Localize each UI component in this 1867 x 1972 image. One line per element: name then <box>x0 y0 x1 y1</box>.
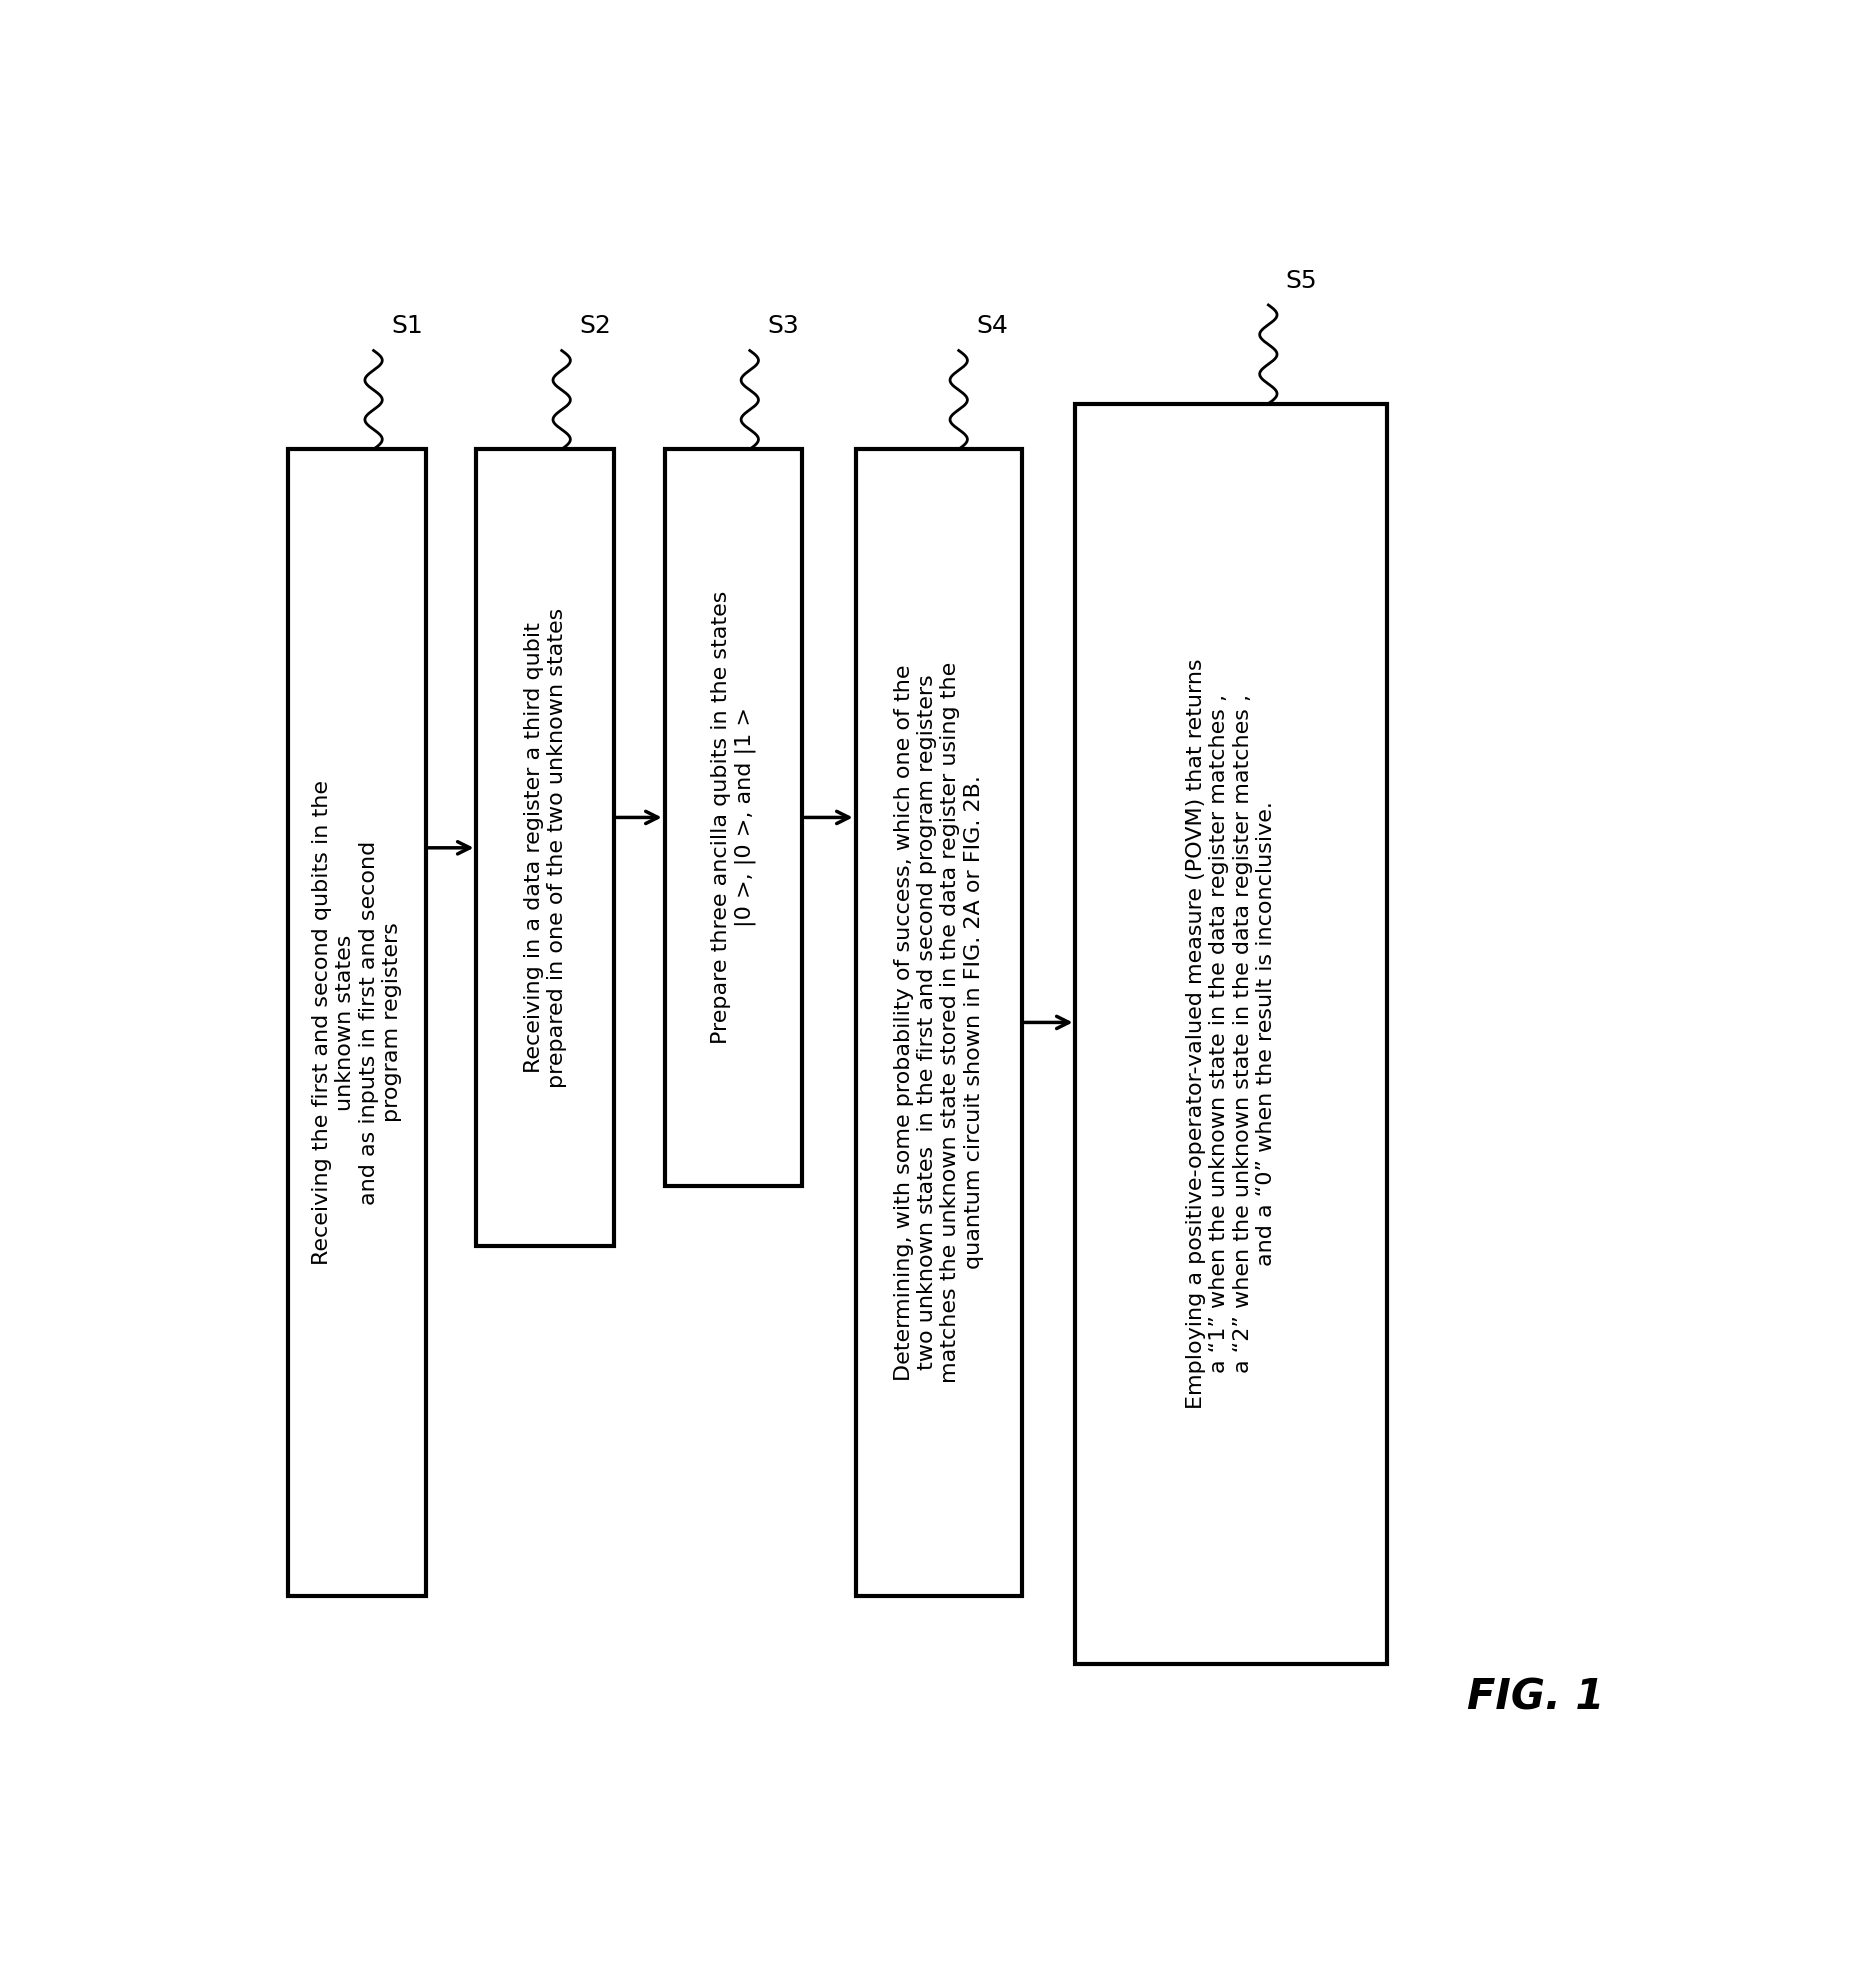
Bar <box>665 450 803 1185</box>
Text: FIG. 1: FIG. 1 <box>1467 1676 1604 1718</box>
Text: Receiving the first and second qubits in the
unknown states
and as inputs in fir: Receiving the first and second qubits in… <box>312 781 401 1264</box>
Text: Prepare three ancilla qubits in the states
|0 >, |0 >, and |1 >: Prepare three ancilla qubits in the stat… <box>711 592 756 1043</box>
Bar <box>855 450 1021 1595</box>
Bar <box>476 450 614 1246</box>
Text: S1: S1 <box>390 314 422 339</box>
Text: S2: S2 <box>579 314 611 339</box>
Text: S5: S5 <box>1286 268 1318 292</box>
Text: Receiving in a data register a third qubit
prepared in one of the two unknown st: Receiving in a data register a third qub… <box>523 607 568 1089</box>
Bar <box>288 450 426 1595</box>
Text: Determining, with some probability of success, which one of the
two unknown stat: Determining, with some probability of su… <box>894 663 984 1382</box>
Text: S3: S3 <box>767 314 799 339</box>
Text: Employing a positive-operator-valued measure (POVM) that returns
a “1” when the : Employing a positive-operator-valued mea… <box>1186 659 1275 1410</box>
Text: S4: S4 <box>976 314 1008 339</box>
Bar <box>1075 404 1387 1664</box>
